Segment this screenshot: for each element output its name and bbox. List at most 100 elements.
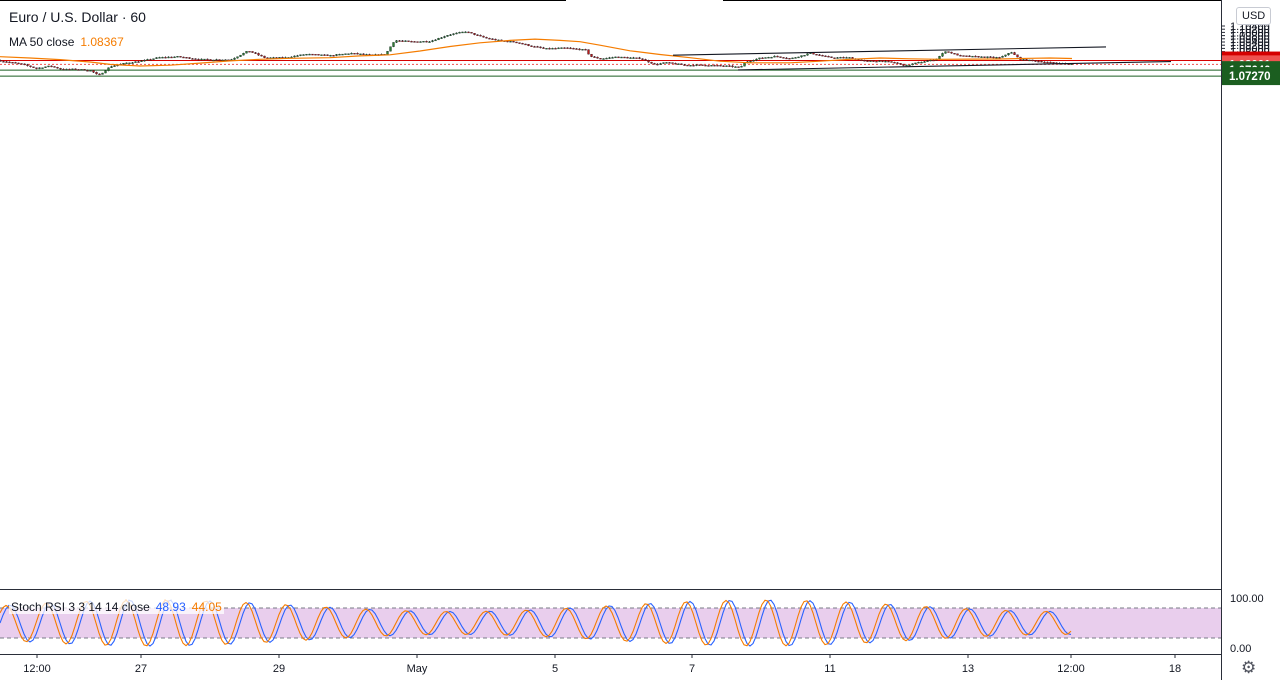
candle — [542, 46, 545, 49]
candle — [164, 56, 167, 59]
candle — [848, 57, 851, 59]
candle — [683, 64, 686, 66]
candle — [551, 47, 554, 50]
candle — [476, 34, 479, 36]
candle — [731, 65, 734, 68]
candle — [725, 65, 728, 67]
candle — [206, 58, 209, 61]
candle — [185, 57, 188, 59]
candle — [701, 64, 704, 66]
candle — [326, 54, 329, 56]
candle — [1016, 54, 1019, 58]
candle — [323, 54, 326, 56]
gear-icon[interactable]: ⚙ — [1241, 658, 1257, 677]
candle — [59, 67, 62, 70]
candle — [488, 37, 491, 40]
price-tick-label: 1.10200 — [1230, 24, 1270, 36]
stoch-rsi-legend[interactable]: Stoch RSI 3 3 14 14 close 48.93 44.05 — [9, 600, 224, 614]
candle — [608, 56, 611, 59]
candle — [536, 45, 539, 48]
candle — [128, 62, 131, 65]
candle — [512, 40, 515, 43]
candle — [560, 47, 563, 49]
candle — [824, 55, 827, 58]
candle — [218, 59, 221, 61]
candle — [569, 47, 572, 50]
candle — [95, 71, 98, 75]
candle — [668, 62, 671, 64]
candle — [689, 65, 692, 67]
candle — [251, 51, 254, 53]
candle — [983, 56, 986, 58]
candle — [866, 60, 869, 62]
candle — [821, 54, 824, 57]
candle — [839, 56, 842, 59]
candle — [599, 58, 602, 60]
candle — [392, 42, 395, 48]
candle — [1013, 51, 1016, 55]
currency-button[interactable]: USD — [1236, 7, 1272, 25]
trendline-channel-upper[interactable] — [672, 46, 1107, 56]
candle — [479, 34, 482, 37]
stoch-rsi-d-line — [0, 599, 1072, 647]
candle — [602, 58, 605, 60]
candle — [860, 59, 863, 62]
candle — [359, 53, 362, 56]
candle — [539, 46, 542, 49]
candle — [143, 59, 146, 62]
candle — [767, 56, 770, 59]
candle — [173, 56, 176, 59]
candle — [635, 57, 638, 59]
candle — [794, 57, 797, 59]
candle — [740, 65, 743, 68]
candle — [485, 36, 488, 39]
candle — [875, 61, 878, 63]
candle — [770, 56, 773, 59]
candle — [710, 64, 713, 67]
candle — [521, 42, 524, 45]
candle — [449, 33, 452, 37]
candle — [389, 46, 392, 52]
candle — [959, 54, 962, 57]
time-axis[interactable]: 12:00 27 29 May 5 7 11 13 12:00 18 — [23, 654, 1181, 675]
candle — [62, 68, 65, 71]
candle — [101, 72, 104, 75]
candle — [83, 69, 86, 71]
channel-trendlines[interactable] — [672, 46, 1172, 71]
candle — [893, 61, 896, 64]
candle — [977, 55, 980, 58]
stoch-tick-label: 0.00 — [1230, 643, 1251, 655]
candle — [446, 34, 449, 37]
trendline-channel-lower[interactable] — [737, 60, 1172, 71]
candle — [899, 63, 902, 65]
candle — [947, 51, 950, 53]
candle — [293, 55, 296, 58]
time-tick-label: 12:00 — [23, 663, 51, 675]
time-tick-label: 29 — [273, 663, 285, 675]
candle — [362, 53, 365, 56]
candle — [1037, 60, 1040, 63]
stoch-rsi-k-value: 48.93 — [155, 600, 186, 614]
stoch-rsi-k-line — [0, 599, 1072, 647]
candle — [956, 53, 959, 56]
candle — [623, 56, 626, 59]
candle — [158, 56, 161, 59]
candle — [797, 56, 800, 59]
candle — [830, 56, 833, 59]
candle — [566, 47, 569, 49]
candle — [641, 58, 644, 61]
candle — [791, 57, 794, 60]
candle — [752, 59, 755, 62]
candle — [1046, 61, 1049, 64]
candle — [413, 41, 416, 43]
candle — [53, 66, 56, 68]
candle — [356, 52, 359, 55]
ma-legend[interactable]: MA 50 close 1.08367 — [9, 35, 124, 49]
candle — [758, 57, 761, 60]
candle — [755, 58, 758, 62]
candle — [179, 56, 182, 58]
candle — [953, 53, 956, 55]
candle — [410, 40, 413, 43]
stoch-rsi-label: Stoch RSI 3 3 14 14 close — [11, 600, 150, 614]
